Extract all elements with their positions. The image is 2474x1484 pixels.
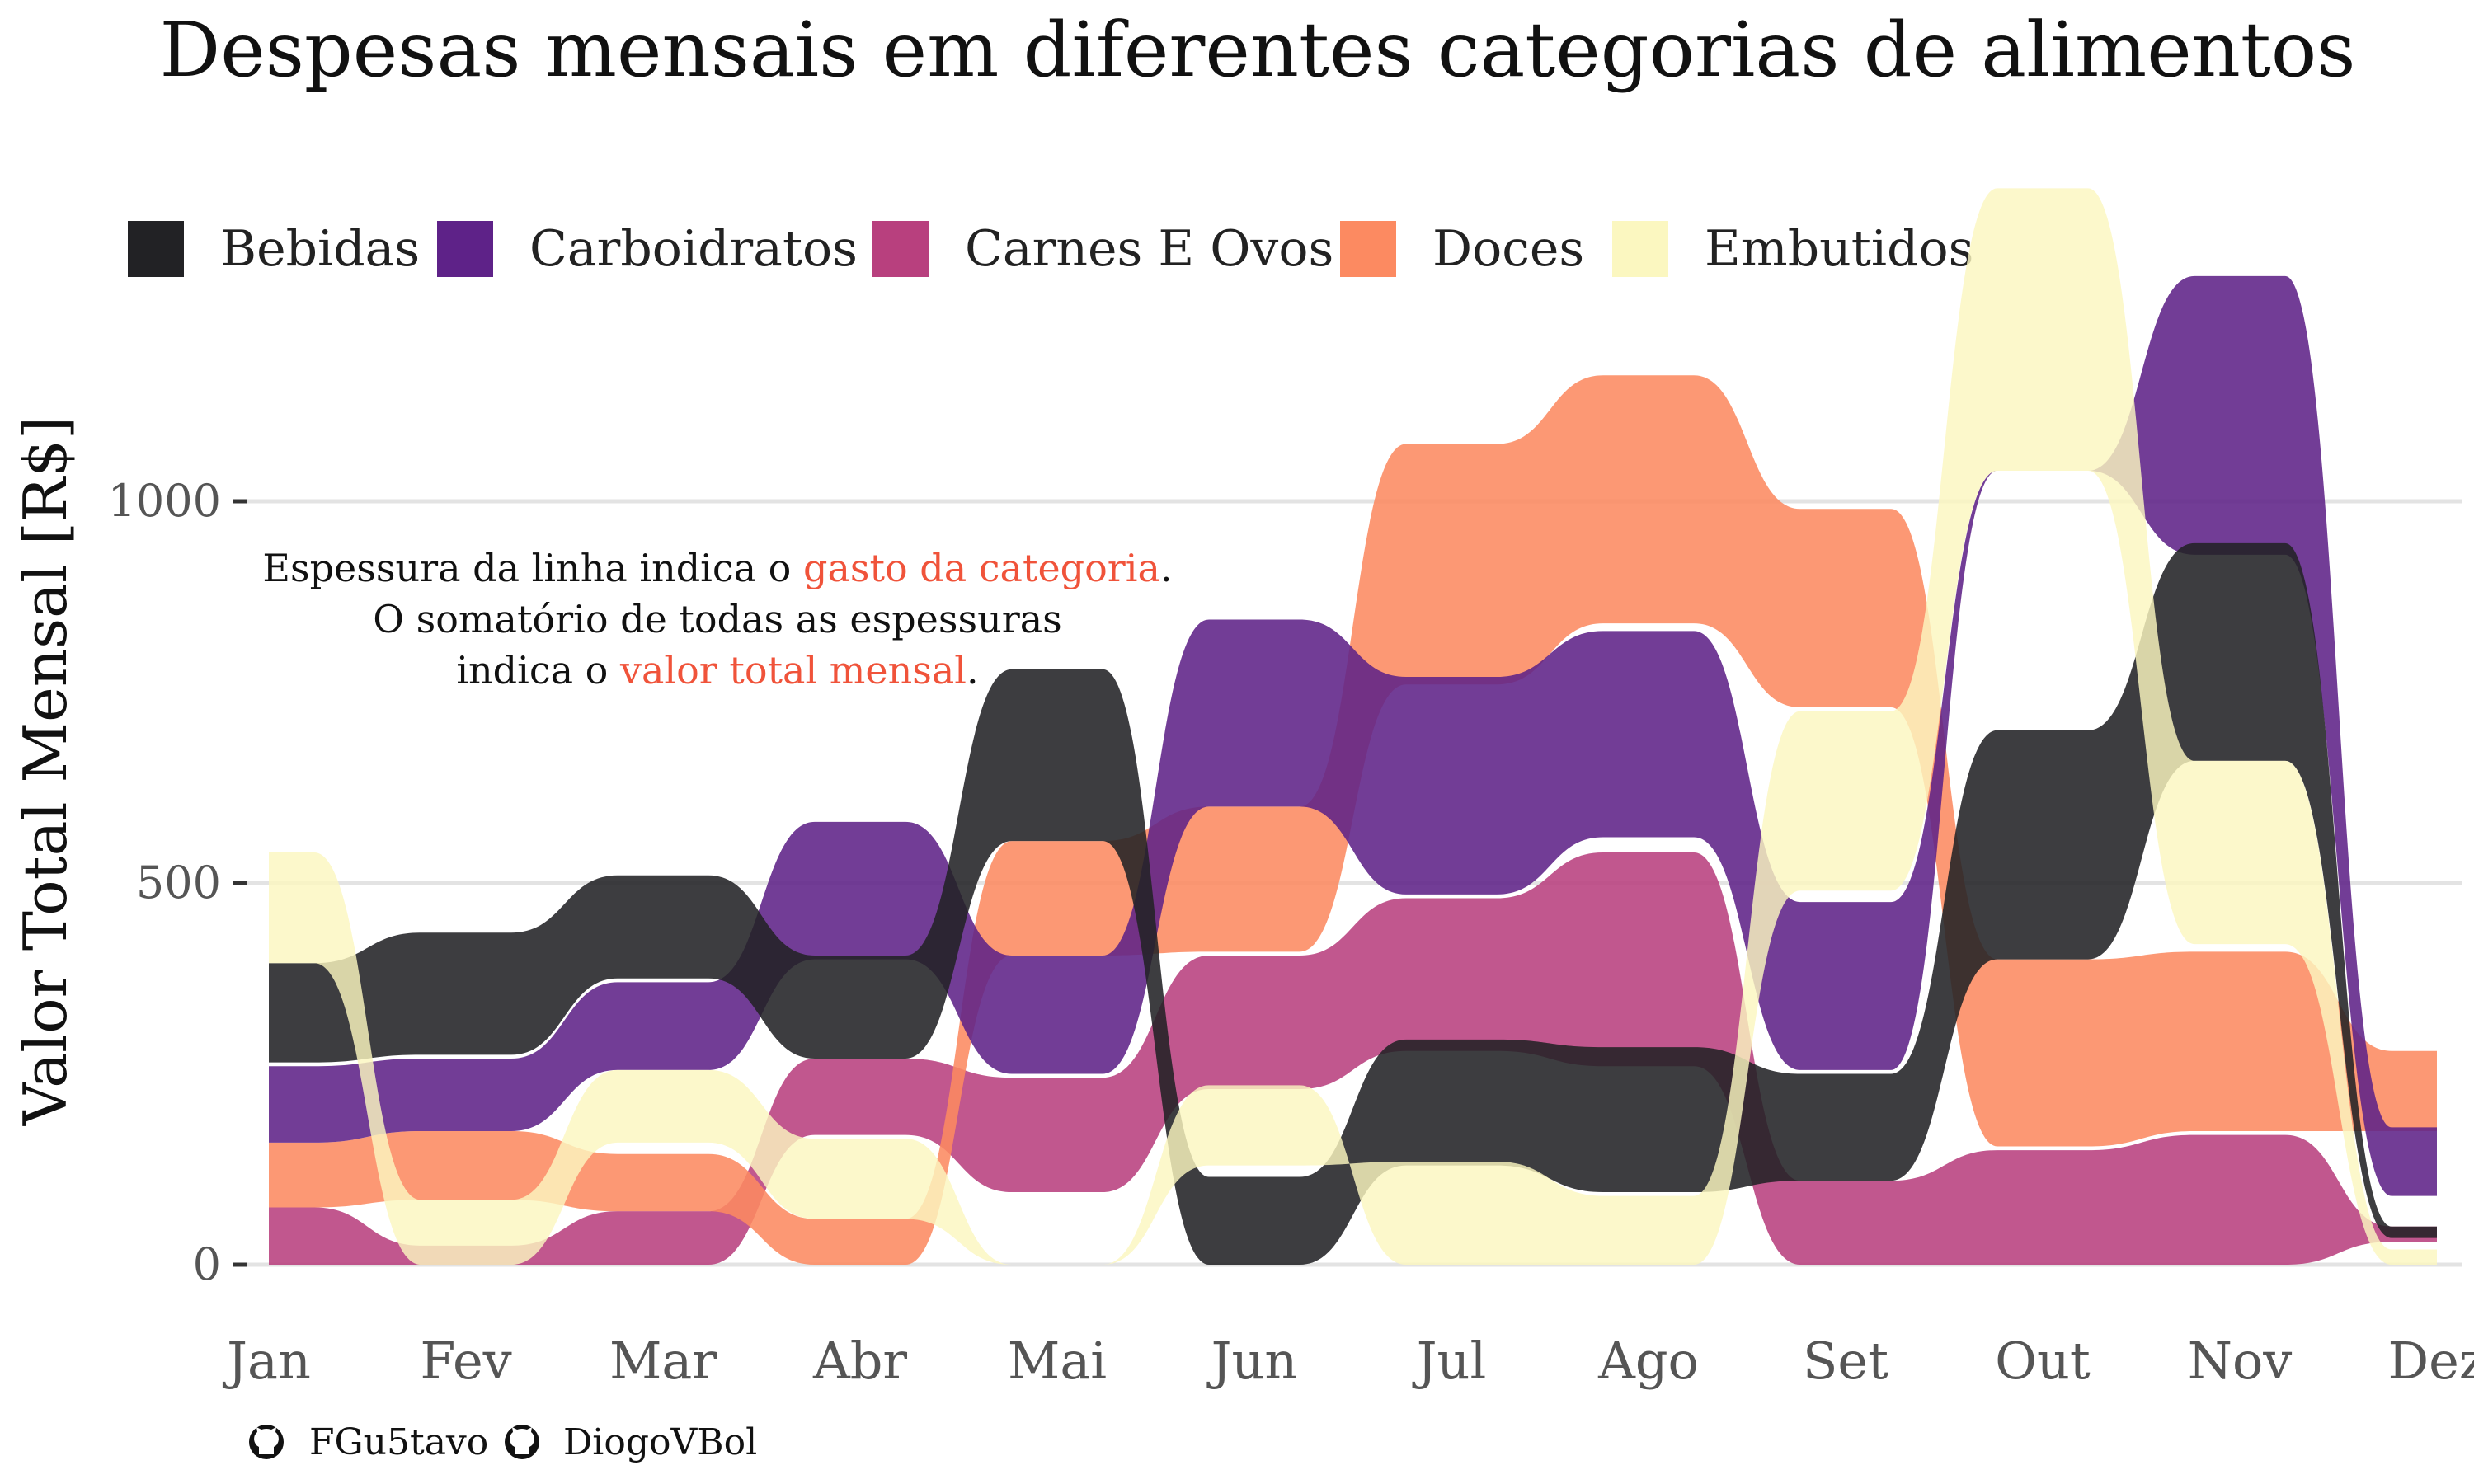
series-band-doces [269,375,2437,1266]
x-tick-label: Set [1803,1331,1888,1391]
annotation-line-2: O somatório de todas as espessuras [373,597,1061,641]
annotation: Espessura da linha indica o gasto da cat… [262,546,1172,693]
legend-swatch-doces [1340,221,1396,277]
series-band-carnes-e-ovos [269,852,2437,1265]
y-axis: 0 500 1000 [108,475,247,1290]
x-tick-label: Jun [1206,1331,1298,1391]
x-tick-label: Out [1995,1331,2091,1391]
x-tick-label: Fev [420,1331,511,1391]
x-tick-label: Abr [812,1331,907,1391]
y-tick-label: 1000 [108,475,221,527]
legend-swatch-embutidos [1612,221,1668,277]
series-layer [269,188,2437,1266]
x-tick-label: Nov [2188,1331,2293,1391]
y-axis-label: Valor Total Mensal [R$] [11,416,80,1126]
series-band-carboidratos [269,275,2437,1196]
x-tick-label: Mai [1008,1331,1107,1391]
y-tick-label: 500 [136,857,221,909]
x-tick-label: Jul [1412,1331,1487,1391]
legend-label-carboidratos: Carboidratos [529,220,858,278]
x-tick-label: Ago [1597,1331,1699,1391]
legend-label-bebidas: Bebidas [220,220,420,278]
legend-label-carnes-e-ovos: Carnes E Ovos [965,220,1333,278]
annotation-line-1: Espessura da linha indica o gasto da cat… [262,546,1172,590]
annotation-line-3: indica o valor total mensal. [456,648,978,693]
legend-swatch-bebidas [128,221,184,277]
x-tick-label: Jan [222,1331,311,1391]
github-icon [505,1425,539,1459]
y-tick-label: 0 [193,1238,221,1290]
legend-swatch-carboidratos [437,221,493,277]
x-tick-label: Mar [609,1331,717,1391]
credit-user-2: DiogoVBol [563,1421,757,1463]
credits: FGu5tavo DiogoVBol [249,1421,757,1463]
series-band-bebidas [269,542,2437,1265]
legend-label-doces: Doces [1432,220,1584,278]
credit-user-1: FGu5tavo [309,1421,488,1463]
legend: Bebidas Carboidratos Carnes E Ovos Doces Emb… [128,220,1973,278]
legend-swatch-carnes-e-ovos [872,221,929,277]
legend-label-embutidos: Embutidos [1705,220,1973,278]
x-axis: Jan Fev Mar Abr Mai Jun Jul Ago Set Out Nov Dez [222,1331,2474,1391]
github-icon [249,1425,284,1459]
chart-title: Despesas mensais em diferentes categoria… [159,6,2355,94]
x-tick-label: Dez [2387,1331,2474,1391]
